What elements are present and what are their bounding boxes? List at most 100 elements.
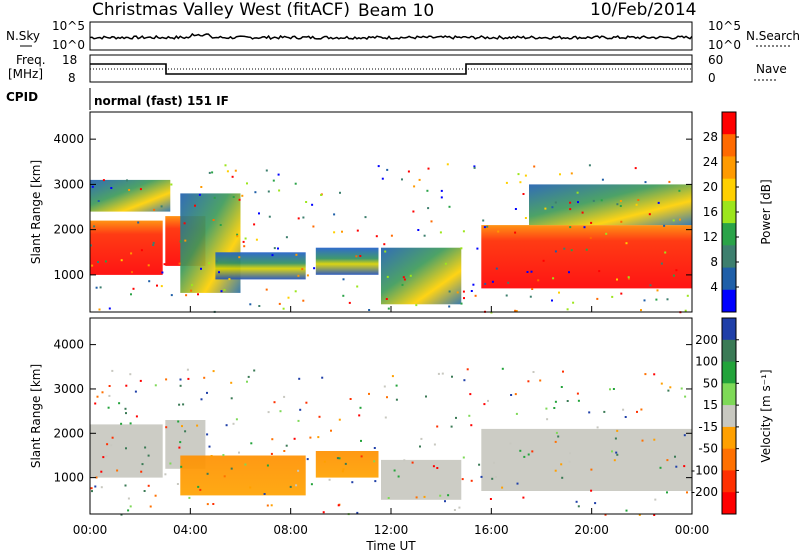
velocity-speckle [100,486,103,489]
power-speckle [254,191,257,194]
power-speckle [241,194,244,197]
power-speckle [253,223,256,226]
power-colorbar-tick-label: 4 [710,280,718,294]
velocity-speckle [283,395,286,398]
velocity-speckle [624,416,627,418]
xtick-label: 08:00 [273,523,308,537]
power-speckle [440,189,443,192]
noise-panel: N.Sky 10^5 10^0 10^5 10^0 N.Search [6,19,800,52]
velocity-speckle [613,459,616,462]
velocity-speckle [94,402,97,405]
velocity-colorbar-tick-label: -200 [691,485,718,499]
velocity-speckle [279,410,282,413]
power-speckle [655,298,658,301]
power-speckle [246,182,248,185]
power-speckle [170,183,173,186]
velocity-speckle [250,442,253,445]
power-speckle [131,271,133,274]
velocity-speckle [230,381,233,384]
velocity-speckle [659,466,662,469]
velocity-speckle [616,429,619,432]
velocity-speckle [455,416,457,419]
power-speckle [208,262,210,265]
velocity-speckle [247,375,250,378]
velocity-colorbar-tick-label: -15 [698,420,718,434]
velocity-speckle [675,465,678,468]
power-speckle [462,290,465,293]
power-speckle [302,216,305,219]
velocity-speckle [223,475,226,478]
velocity-speckle [616,453,619,456]
velocity-speckle [338,418,341,421]
velocity-speckle [373,460,376,463]
velocity-speckle [487,399,489,402]
velocity-speckle [125,447,127,450]
power-speckle [462,230,465,233]
power-colorbar-label: Power [dB] [759,179,773,244]
power-speckle [409,274,412,277]
velocity-speckle [425,395,427,398]
velocity-speckle [206,433,209,436]
velocity-speckle [594,502,597,505]
velocity-speckle [515,412,518,415]
velocity-speckle [318,415,321,418]
power-speckle [444,262,447,265]
velocity-speckle [674,455,676,458]
velocity-speckle [100,470,103,473]
power-colorbar: 28 24 20 16 12 8 4 [703,111,739,313]
velocity-speckle [197,485,200,488]
power-speckle [384,250,387,253]
cpid-label: CPID [6,90,38,104]
power-speckle [339,191,341,194]
velocity-speckle [461,478,464,481]
noise-search-label: N.Search [746,29,800,43]
power-speckle [156,284,158,287]
power-speckle [427,167,430,170]
velocity-speckle [527,453,530,456]
power-speckle [531,288,534,290]
velocity-speckle [244,463,247,466]
power-speckle [258,212,260,215]
power-speckle [514,309,517,312]
power-speckle [476,247,479,250]
velocity-ylabel: Slant Range [km] [29,364,43,468]
power-speckle [91,185,94,188]
velocity-speckle [179,378,182,381]
velocity-speckle [509,442,512,445]
power-speckle [333,213,336,216]
velocity-speckle [576,392,579,395]
power-speckle [590,221,593,224]
velocity-speckle [539,379,542,382]
velocity-speckle [622,408,625,411]
time-axis-label: Time UT [365,539,416,553]
power-speckle [147,264,150,267]
velocity-ytick-label: 4000 [53,338,84,352]
power-speckle [377,165,380,168]
velocity-speckle [568,460,571,463]
power-speckle [268,215,271,218]
velocity-speckle [462,456,465,459]
power-speckle [297,274,300,277]
velocity-speckle [562,370,564,373]
velocity-speckle [203,376,206,379]
velocity-speckle [450,425,453,428]
xtick-label: 00:00 [73,523,108,537]
power-speckle [570,249,573,252]
velocity-speckle [310,483,313,486]
velocity-speckle [519,449,522,452]
velocity-speckle [230,397,233,400]
power-speckle [470,290,473,292]
power-echo-region-6 [381,247,462,305]
power-speckle [569,201,572,204]
velocity-speckle [654,498,657,501]
velocity-speckle [322,511,325,514]
power-speckle [627,277,630,280]
velocity-speckle [387,497,390,499]
velocity-colorbar-swatch [722,339,736,363]
velocity-speckle [342,468,345,471]
power-speckle [226,170,229,173]
power-echo-region-4 [215,252,306,280]
power-speckle [596,297,599,300]
velocity-speckle [91,490,93,493]
velocity-speckle [560,386,563,388]
